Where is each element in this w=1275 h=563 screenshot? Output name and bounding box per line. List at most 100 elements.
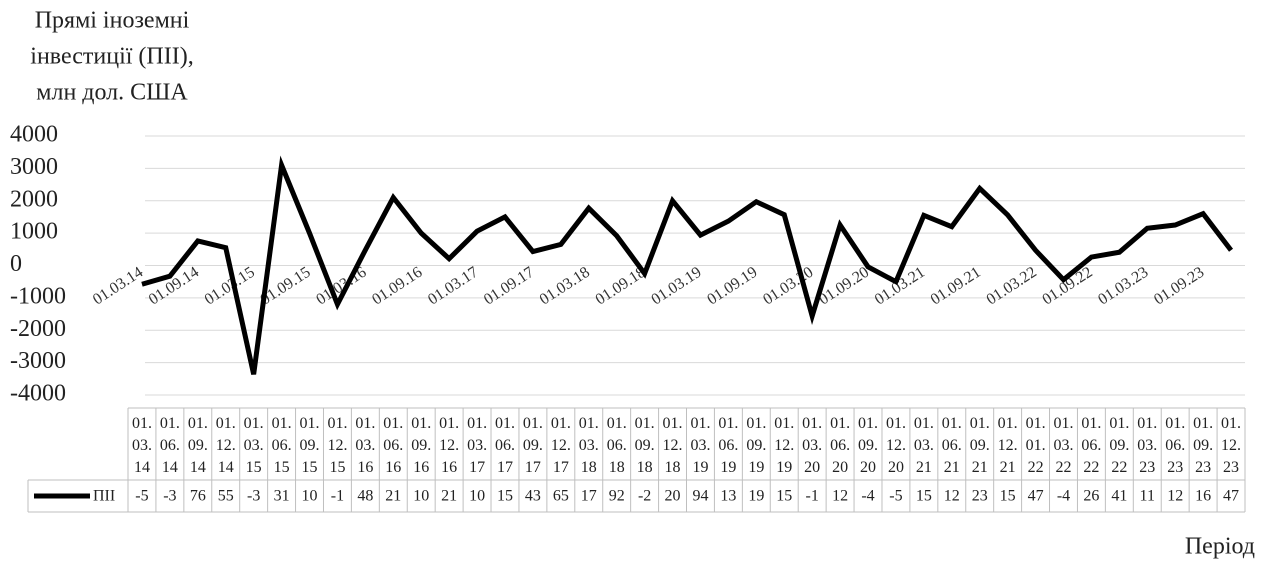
x-tick-label: 01.09.19 bbox=[704, 264, 760, 309]
table-header: 01. 09. 17 bbox=[523, 415, 543, 476]
table-value: 11 bbox=[1140, 488, 1155, 505]
table-value: 47 bbox=[1223, 488, 1239, 505]
table-value: -4 bbox=[1057, 488, 1070, 505]
table-value: 12 bbox=[944, 488, 960, 505]
table-value: 41 bbox=[1111, 488, 1127, 505]
table-header: 01. 03. 18 bbox=[579, 415, 599, 476]
table-header: 01. 09. 15 bbox=[300, 415, 320, 476]
table-header: 01. 06. 23 bbox=[1165, 415, 1185, 476]
table-value: 43 bbox=[525, 488, 541, 505]
table-header: 01. 09. 16 bbox=[411, 415, 431, 476]
table-header: 01. 12. 23 bbox=[1221, 415, 1241, 476]
table-header: 01. 09. 21 bbox=[970, 415, 990, 476]
table-header: 01. 12. 16 bbox=[439, 415, 459, 476]
table-header: 01. 12. 20 bbox=[886, 415, 906, 476]
table-header: 01. 06. 14 bbox=[160, 415, 180, 476]
table-value: 17 bbox=[581, 488, 597, 505]
x-tick-label: 01.09.17 bbox=[481, 264, 537, 309]
table-header: 01. 12. 15 bbox=[327, 415, 347, 476]
table-header: 01. 03. 23 bbox=[1137, 415, 1157, 476]
table-value: -2 bbox=[638, 488, 651, 505]
table-header: 01. 06. 22 bbox=[1081, 415, 1101, 476]
table-header: 01. 06. 21 bbox=[942, 415, 962, 476]
table-value: -5 bbox=[889, 488, 902, 505]
y-tick-label: 3000 bbox=[10, 154, 58, 180]
y-axis-label: млн дол. США bbox=[36, 80, 188, 106]
table-header: 01. 12. 19 bbox=[774, 415, 794, 476]
table-value: 10 bbox=[302, 488, 318, 505]
table-value: 26 bbox=[1083, 488, 1099, 505]
table-value: 15 bbox=[776, 488, 792, 505]
table-header: 01. 03. 15 bbox=[244, 415, 264, 476]
table-value: 19 bbox=[748, 488, 764, 505]
table-value: 15 bbox=[1000, 488, 1016, 505]
x-tick-label: 01.03.23 bbox=[1095, 264, 1151, 309]
table-header: 01. 09. 20 bbox=[858, 415, 878, 476]
table-value: 55 bbox=[218, 488, 234, 505]
table-value: -3 bbox=[163, 488, 176, 505]
x-tick-label: 01.03.14 bbox=[90, 264, 146, 309]
table-value: 23 bbox=[972, 488, 988, 505]
table-header: 01. 09. 19 bbox=[746, 415, 766, 476]
table-header: 01. 06. 15 bbox=[272, 415, 292, 476]
table-value: 21 bbox=[385, 488, 401, 505]
table-value: 31 bbox=[274, 488, 290, 505]
table-header: 01. 03. 21 bbox=[914, 415, 934, 476]
table-value: 15 bbox=[497, 488, 513, 505]
x-tick-label: 01.09.16 bbox=[369, 264, 425, 309]
table-value: 47 bbox=[1028, 488, 1044, 505]
table-value: 48 bbox=[357, 488, 373, 505]
y-tick-label: -1000 bbox=[10, 283, 66, 309]
x-tick-label: 01.03.22 bbox=[984, 264, 1040, 309]
table-value: 12 bbox=[1167, 488, 1183, 505]
y-tick-label: 0 bbox=[10, 251, 22, 277]
y-tick-label: -3000 bbox=[10, 348, 66, 374]
table-value: -3 bbox=[247, 488, 260, 505]
table-header: 01. 03. 22 bbox=[1053, 415, 1073, 476]
table-value: 12 bbox=[832, 488, 848, 505]
table-value: 76 bbox=[190, 488, 206, 505]
table-value: 10 bbox=[413, 488, 429, 505]
table-header: 01. 06. 18 bbox=[607, 415, 627, 476]
series-line bbox=[141, 155, 1234, 375]
table-header: 01. 09. 23 bbox=[1193, 415, 1213, 476]
table-value: -5 bbox=[135, 488, 148, 505]
table-header: 01. 09. 18 bbox=[635, 415, 655, 476]
table-value: 15 bbox=[916, 488, 932, 505]
table-header: 01. 03. 19 bbox=[690, 415, 710, 476]
table-value: 20 bbox=[665, 488, 681, 505]
table-value: 10 bbox=[469, 488, 485, 505]
x-tick-label: 01.03.17 bbox=[425, 264, 481, 309]
y-tick-label: 4000 bbox=[10, 122, 58, 148]
x-tick-label: 01.03.18 bbox=[537, 264, 593, 309]
x-tick-label: 01.03.19 bbox=[648, 264, 704, 309]
x-axis-label: Період bbox=[1185, 534, 1255, 560]
table-header: 01. 06. 16 bbox=[383, 415, 403, 476]
table-header: 01. 12. 14 bbox=[216, 415, 236, 476]
table-value: 92 bbox=[609, 488, 625, 505]
x-tick-label: 01.09.22 bbox=[1039, 264, 1095, 309]
table-header: 01. 03. 14 bbox=[132, 415, 152, 476]
table-value: -4 bbox=[861, 488, 874, 505]
table-header: 01. 12. 21 bbox=[998, 415, 1018, 476]
table-header: 01. 03. 17 bbox=[467, 415, 487, 476]
y-axis-label: Прямі іноземні bbox=[35, 8, 190, 34]
y-axis-label: інвестиції (ПІІ), bbox=[30, 44, 193, 70]
y-tick-label: 2000 bbox=[10, 186, 58, 212]
table-value: 21 bbox=[441, 488, 457, 505]
table-value: 65 bbox=[553, 488, 569, 505]
y-tick-label: 1000 bbox=[10, 219, 58, 245]
table-header: 01. 06. 19 bbox=[718, 415, 738, 476]
table-header: 01. 06. 17 bbox=[495, 415, 515, 476]
x-tick-label: 01.09.21 bbox=[928, 264, 984, 309]
table-header: 01. 12. 17 bbox=[551, 415, 571, 476]
y-tick-label: -4000 bbox=[10, 381, 66, 407]
table-header: 01. 03. 20 bbox=[802, 415, 822, 476]
y-tick-label: -2000 bbox=[10, 316, 66, 342]
table-value: 94 bbox=[692, 488, 708, 505]
table-header: 01. 09. 14 bbox=[188, 415, 208, 476]
table-value: 13 bbox=[720, 488, 736, 505]
table-header: 01. 09. 22 bbox=[1109, 415, 1129, 476]
table-header: 01. 12. 18 bbox=[663, 415, 683, 476]
